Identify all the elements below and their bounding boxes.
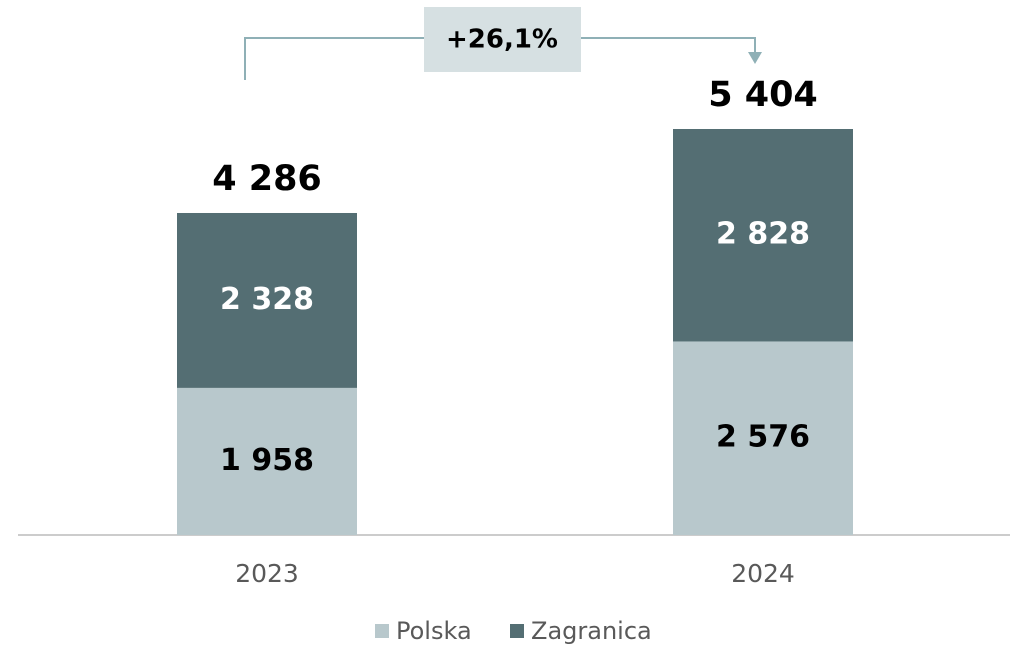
x-tick-label: 2024 bbox=[731, 559, 795, 588]
legend-label: Polska bbox=[396, 617, 472, 645]
legend-swatch bbox=[510, 624, 524, 638]
x-tick-label: 2023 bbox=[235, 559, 299, 588]
total-label: 5 404 bbox=[708, 75, 818, 115]
annotation-text: +26,1% bbox=[446, 25, 558, 55]
growth-annotation: +26,1% bbox=[244, 7, 762, 80]
bracket-line bbox=[244, 37, 424, 80]
bar-segment bbox=[177, 387, 357, 535]
arrow-head bbox=[748, 52, 762, 64]
legend-label: Zagranica bbox=[531, 617, 652, 645]
data-label: 2 328 bbox=[220, 282, 314, 317]
annotation-box bbox=[424, 7, 581, 72]
total-label: 4 286 bbox=[212, 159, 322, 199]
bar-segment bbox=[177, 212, 357, 388]
legend-swatch bbox=[375, 624, 389, 638]
data-label: 2 576 bbox=[716, 420, 810, 455]
data-label: 1 958 bbox=[220, 443, 314, 478]
bar-segment bbox=[673, 129, 853, 342]
bracket-line bbox=[581, 37, 756, 54]
bar-segment bbox=[673, 341, 853, 535]
data-label: 2 828 bbox=[716, 217, 810, 252]
